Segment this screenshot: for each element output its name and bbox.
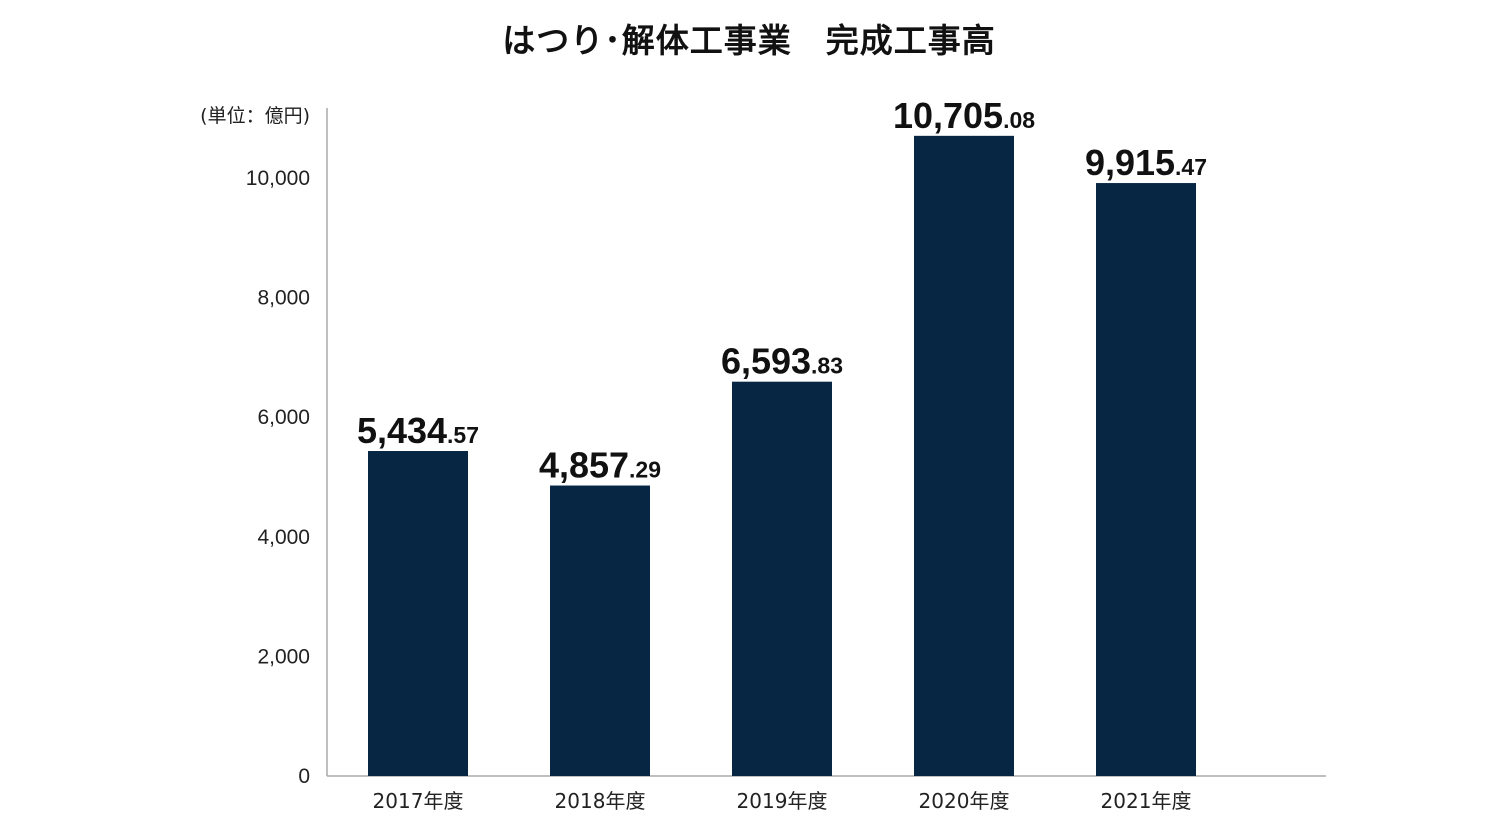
x-tick-label: 2019年度	[737, 789, 828, 813]
y-tick-label: 0	[298, 765, 310, 788]
value-labels: 5,434.57 4,857.29 6,593.83 10,705.08 9,915.4…	[357, 95, 1207, 486]
value-label-decimal: .47	[1175, 154, 1207, 180]
value-label-integer: 6,593	[721, 341, 811, 382]
value-label-decimal: .08	[1003, 107, 1035, 133]
value-label-integer: 4,857	[539, 445, 629, 486]
x-axis-labels: 2017年度 2018年度 2019年度 2020年度 2021年度	[373, 789, 1192, 813]
unit-label: (単位：億円)	[200, 105, 310, 127]
value-label-decimal: .83	[811, 353, 843, 379]
value-label-integer: 10,705	[893, 95, 1003, 136]
bar	[732, 381, 832, 776]
bar	[368, 451, 468, 776]
y-tick-label: 4,000	[257, 526, 310, 549]
value-label-decimal: .57	[447, 422, 479, 448]
value-label: 10,705.08	[893, 95, 1035, 136]
value-label: 5,434.57	[357, 410, 479, 451]
value-label: 9,915.47	[1085, 142, 1207, 183]
x-tick-label: 2021年度	[1101, 789, 1192, 813]
value-label-integer: 5,434	[357, 410, 447, 451]
value-label: 4,857.29	[539, 445, 661, 486]
bars	[368, 135, 1196, 777]
y-tick-label: 8,000	[257, 287, 310, 310]
y-axis-ticks: 0 2,000 4,000 6,000 8,000 10,000	[246, 167, 310, 788]
bar	[914, 135, 1014, 777]
x-tick-label: 2018年度	[555, 789, 646, 813]
value-label-decimal: .29	[629, 457, 661, 483]
y-tick-label: 10,000	[246, 167, 310, 190]
bar	[1096, 183, 1196, 776]
x-tick-label: 2020年度	[919, 789, 1010, 813]
y-tick-label: 2,000	[257, 645, 310, 668]
value-label: 6,593.83	[721, 341, 843, 382]
value-label-integer: 9,915	[1085, 142, 1175, 183]
x-tick-label: 2017年度	[373, 789, 464, 813]
chart-title: はつり･解体工事業 完成工事高	[502, 21, 996, 60]
y-tick-label: 6,000	[257, 406, 310, 429]
bar	[550, 485, 650, 776]
